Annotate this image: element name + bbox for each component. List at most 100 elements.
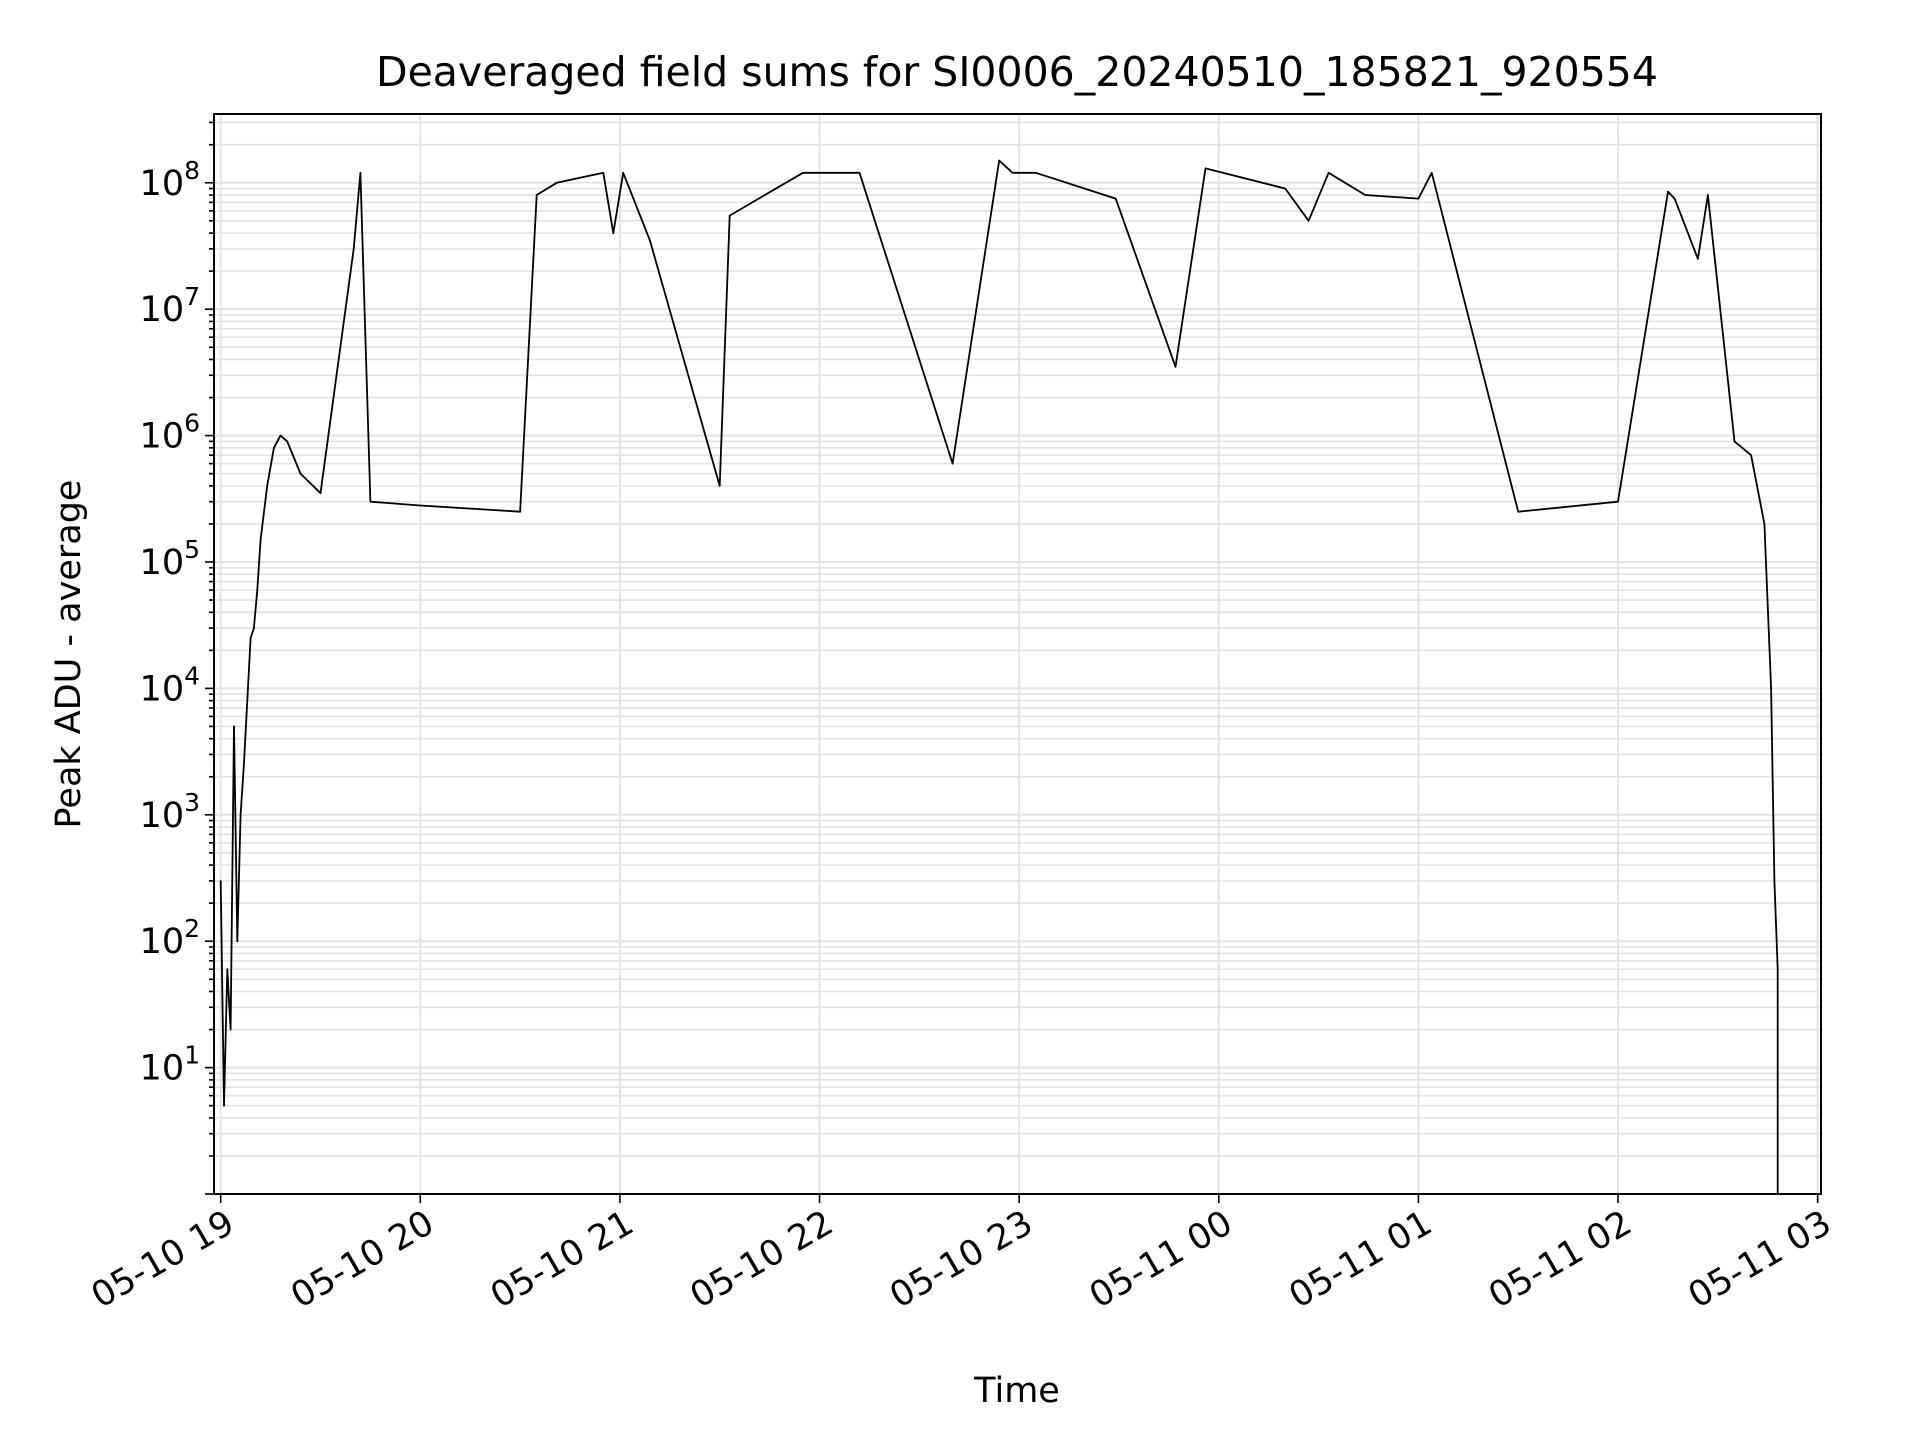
data-point [233,725,235,728]
x-axis-label: Time [973,1371,1060,1411]
data-point [1417,197,1420,200]
data-point [229,1028,232,1031]
data-point [649,239,651,242]
y-tick-label-base: 10 [140,669,185,709]
data-point [728,214,731,217]
x-tick-label: 05-11 03 [1682,1203,1838,1316]
data-point [259,538,262,541]
data-point [1673,197,1676,200]
y-tick-label-exponent: 3 [184,788,200,817]
data-point [299,472,302,475]
data-point [256,589,259,591]
data-point [226,968,229,970]
data-point [1327,172,1330,174]
data-point [555,182,558,184]
data-point [239,814,242,816]
x-tick-label: 05-11 01 [1283,1203,1439,1316]
y-tick-label: 107 [140,282,200,330]
series-line [219,159,1779,1194]
data-point [266,485,269,487]
data-point [1011,172,1014,174]
y-tick-label-base: 10 [140,164,185,204]
data-point [602,172,605,174]
data-point [1364,194,1366,196]
data-point [253,627,255,629]
data-point [1517,510,1519,513]
x-tick-label: 05-10 23 [883,1203,1039,1316]
data-point [273,447,275,449]
data-point [1773,880,1776,882]
data-point [802,172,804,174]
chart-title: Deaveraged field sums for SI0006_2024051… [376,48,1658,96]
data-point [243,763,245,766]
data-point [369,500,372,503]
data-point [998,159,1000,162]
data-point [718,485,721,487]
x-tick-label: 05-10 22 [684,1203,840,1316]
data-point [1035,172,1037,174]
data-point [535,194,538,196]
y-tick-label-exponent: 1 [184,1041,200,1070]
data-point [236,940,239,942]
grid [214,114,1821,1195]
data-point [286,440,289,443]
data-point [1750,454,1752,457]
data-point [352,248,355,250]
data-point [359,172,362,174]
y-tick-label-exponent: 8 [184,156,200,185]
y-tick-label-exponent: 4 [184,661,200,690]
data-point [1733,440,1736,443]
y-tick-label-base: 10 [140,1049,185,1089]
data-point [1617,500,1619,503]
data-point [223,1104,225,1107]
data-point [1667,190,1669,193]
data-point [1770,687,1772,690]
data-point [519,510,521,513]
data-point [951,462,954,465]
y-tick-label-base: 10 [140,417,185,457]
y-tick-label-exponent: 7 [184,282,200,311]
data-point [1697,258,1699,260]
x-tick-label: 05-10 19 [85,1203,241,1316]
y-tick-label: 106 [140,409,200,457]
series-layer [219,159,1779,1195]
data-point [1174,366,1177,368]
y-tick-label-exponent: 5 [184,535,200,564]
data-point [319,492,322,495]
y-tick-label-exponent: 6 [184,409,200,438]
data-point [1114,197,1117,200]
y-tick-label: 105 [140,535,200,583]
data-point [1430,172,1433,174]
y-tick-label: 103 [140,788,200,836]
data-point [1307,220,1310,222]
y-tick-label-base: 10 [140,290,185,330]
data-point [279,434,282,437]
data-point [419,504,422,507]
data-point [622,172,624,174]
y-tick-label-exponent: 2 [184,914,200,943]
data-point [1776,968,1779,970]
data-point [1763,523,1766,525]
y-tick-label: 104 [140,661,200,709]
y-tick-label-base: 10 [140,796,185,836]
data-point [219,880,222,882]
data-point [858,172,861,174]
x-tick-label: 05-10 20 [284,1203,440,1316]
y-tick-label: 102 [140,914,200,962]
data-point [1707,194,1709,196]
data-point [249,637,252,639]
data-point [246,699,249,702]
data-point [1204,167,1207,170]
data-point [1284,187,1287,190]
y-axis-label: Peak ADU - average [49,480,89,829]
y-tick-label-base: 10 [140,922,185,962]
y-tick-label-base: 10 [140,543,185,583]
x-tick-label: 05-10 21 [484,1203,640,1316]
plot-area [213,113,1822,1195]
x-tick-label: 05-11 02 [1482,1203,1638,1316]
y-tick-label: 108 [140,156,200,204]
x-tick-label: 05-11 00 [1083,1203,1239,1316]
data-point [612,232,615,234]
